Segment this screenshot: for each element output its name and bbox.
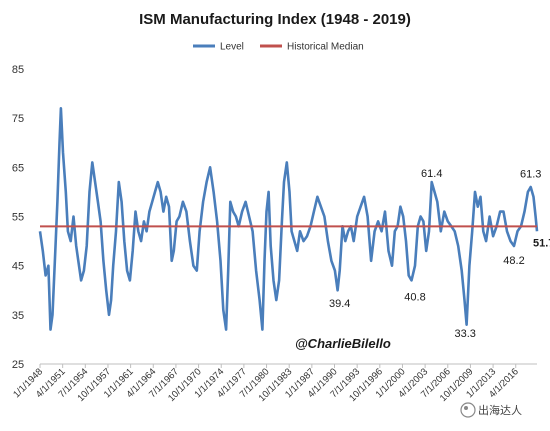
y-tick-label: 65: [12, 162, 24, 174]
data-label: 61.4: [421, 168, 442, 180]
x-axis: 1/1/19484/1/19517/1/195410/1/19571/1/196…: [11, 364, 521, 404]
data-label: 61.3: [520, 169, 541, 181]
data-label: 39.4: [329, 298, 350, 310]
y-tick-label: 25: [12, 359, 24, 371]
data-label: 33.3: [454, 328, 475, 340]
data-label: 48.2: [503, 255, 524, 267]
y-tick-label: 75: [12, 113, 24, 125]
legend-label-median: Historical Median: [287, 42, 364, 53]
annotations: 39.4 40.8 33.3 61.4 61.3 48.2 51.7: [329, 168, 550, 340]
y-axis: 25 35 45 55 65 75 85: [12, 64, 24, 371]
data-label: 51.7: [533, 238, 550, 250]
y-tick-label: 85: [12, 64, 24, 76]
data-label: 40.8: [404, 291, 425, 303]
y-tick-label: 35: [12, 310, 24, 322]
series-line-level: [38, 107, 539, 331]
watermark-text: 出海达人: [478, 403, 522, 417]
watermark-logo-icon: [460, 402, 476, 418]
legend-label-level: Level: [220, 42, 244, 53]
credit-handle: @CharlieBilello: [295, 336, 391, 351]
watermark: 出海达人: [460, 402, 522, 418]
chart-title: ISM Manufacturing Index (1948 - 2019): [139, 11, 411, 28]
y-tick-label: 55: [12, 212, 24, 224]
y-tick-label: 45: [12, 261, 24, 273]
watermark-logo-dot: [464, 406, 468, 410]
legend: Level Historical Median: [193, 42, 364, 53]
